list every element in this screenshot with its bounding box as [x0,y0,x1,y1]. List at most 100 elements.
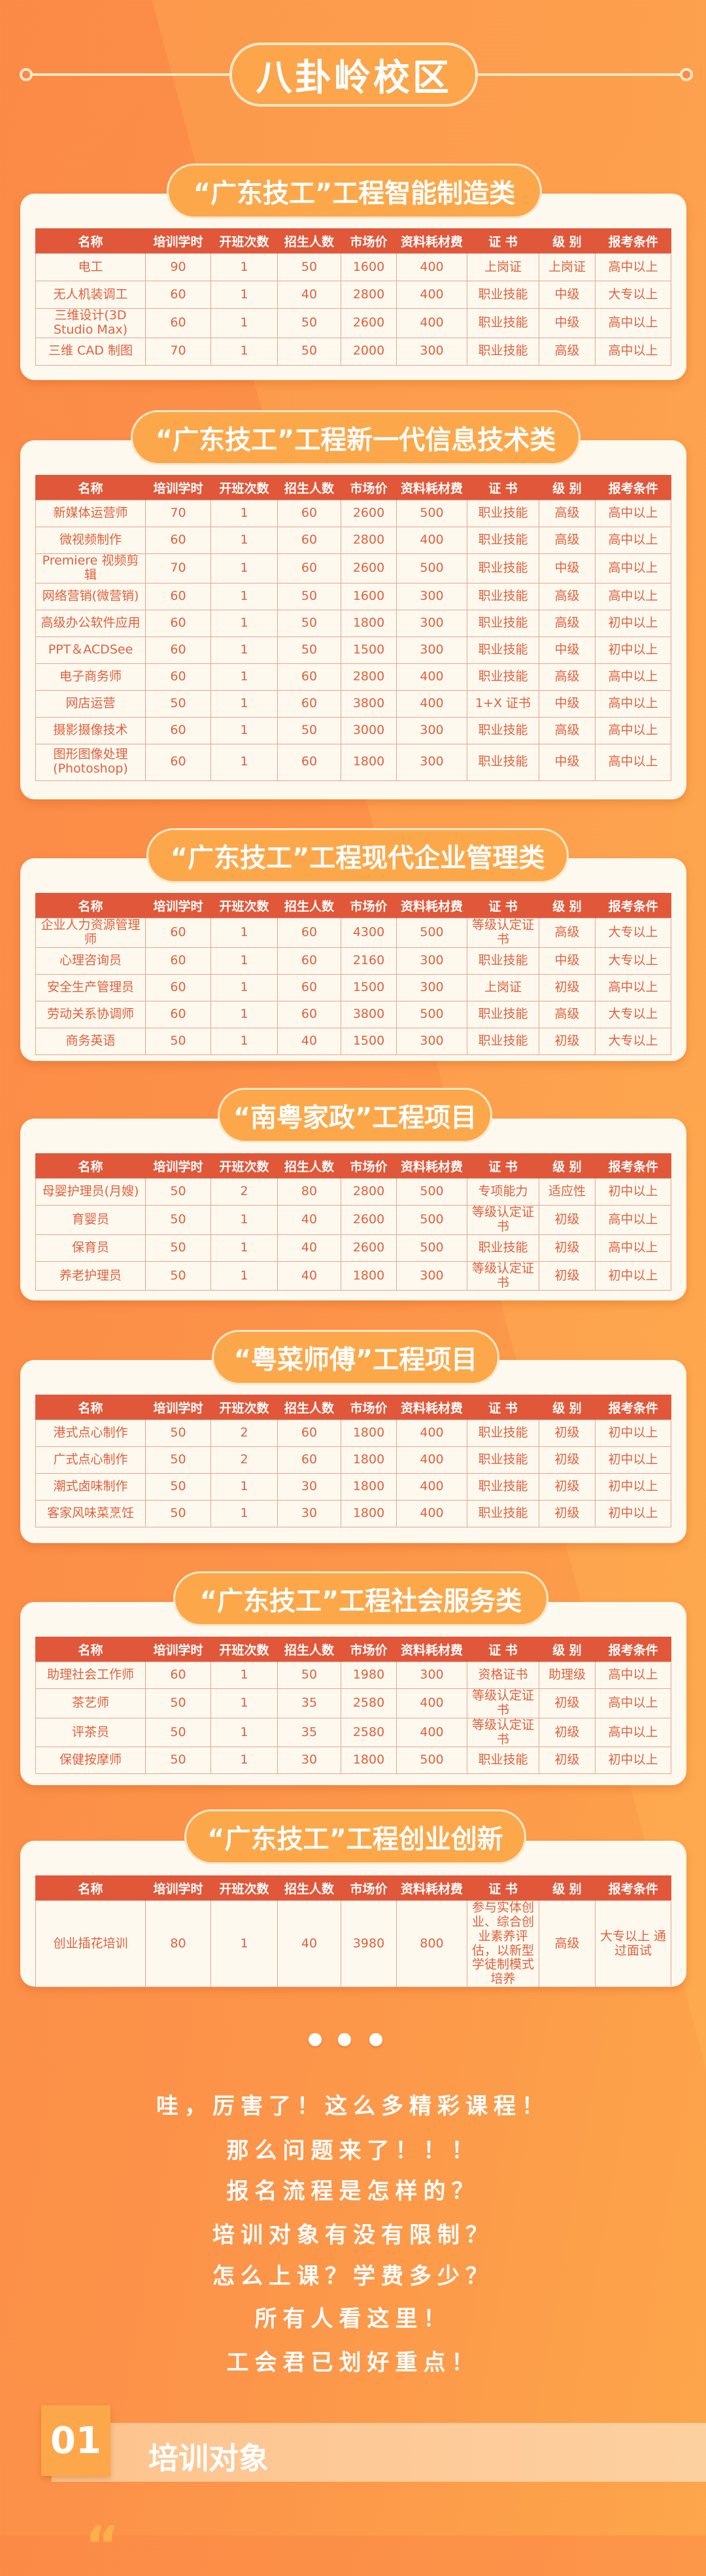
table-cell: 1 [210,689,278,718]
table-cell: 500 [396,918,467,948]
table-cell: 500 [396,553,467,583]
table-row: 助理社会工作师 60 1 50 1980 300 资格证书 助理级 高中以上 [35,1662,671,1689]
table-cell: 养老护理员 [35,1261,146,1291]
table-cell: 高中以上 [595,743,671,781]
table-cell: 职业技能 [467,1027,539,1055]
table-cell: 1 [210,743,278,781]
table-cell: 参与实体创业、综合创业素养评估，以新型学徒制模式培养 [467,1900,539,1988]
table-cell: 初级 [539,1747,596,1775]
column-header: 市场价 [341,228,397,254]
table-cell: 60 [145,636,211,664]
table-cell: 60 [277,553,341,583]
table-cell: 职业技能 [467,663,539,691]
table-cell: 电子商务师 [35,663,146,691]
table-cell: 上岗证 [467,253,539,281]
table-cell: 60 [277,973,341,1001]
promo-line: 报名流程是怎样的？ [226,2178,480,2204]
table-cell: 安全生产管理员 [35,973,146,1001]
column-header: 报考条件 [595,1875,671,1901]
table-cell: 职业技能 [467,582,539,610]
table-row: 茶艺师 50 1 35 2580 400 等级认定证书 初级 高中以上 [35,1688,671,1718]
table-cell: 300 [396,1027,467,1055]
table-cell: 1 [210,553,278,583]
table-cell: 40 [277,1900,341,1988]
table-cell: 高中以上 [595,1234,671,1262]
table-cell: 60 [277,500,341,527]
table-cell: 大专以上 通过面试 [595,1900,671,1988]
table-row: 电子商务师 60 1 60 2800 400 职业技能 高级 高中以上 [35,663,671,691]
column-header: 报考条件 [595,893,671,918]
table-cell: 1 [210,609,278,637]
column-header: 报考条件 [595,228,671,254]
column-header: 市场价 [341,1875,397,1901]
table-cell: 1800 [341,1747,397,1775]
table-cell: 初中以上 [595,1261,671,1291]
table-header-row: 名称 培训学时 开班次数 招生人数 市场价 资料耗材费证 书级 别报考条件 [35,893,671,918]
column-header: 名称 [35,1875,146,1901]
table-cell: 400 [396,1446,467,1474]
table-cell: 职业技能 [467,500,539,527]
section-title-pill: “广东技工”工程智能制造类 [167,164,542,218]
table-cell: 大专以上 [595,947,671,975]
table-header-row: 名称 培训学时 开班次数 招生人数 市场价 资料耗材费证 书级 别报考条件 [35,1395,671,1420]
table-cell: 大专以上 [595,918,671,948]
table-cell: 300 [396,947,467,975]
table-cell: 高中以上 [595,663,671,691]
table-cell: 300 [396,337,467,366]
table-row: 电工 90 1 50 1600 400 上岗证 上岗证 高中以上 [35,253,671,281]
table-cell: 60 [145,663,211,691]
column-header: 级 别 [539,1395,596,1420]
column-header: 资料耗材费 [396,1875,467,1901]
table-cell: 高中以上 [595,689,671,718]
table-cell: 初中以上 [595,1473,671,1501]
column-header: 培训学时 [145,893,211,918]
table-cell: 400 [396,253,467,281]
course-table-card: 名称 培训学时 开班次数 招生人数 市场价 资料耗材费证 书级 别报考条件 企业人力资源管理… [20,858,686,1061]
table-row: 母婴护理员(月嫂) 50 2 80 2800 500 专项能力 适应性 初中以上 [35,1178,671,1206]
table-cell: 中级 [539,636,596,664]
table-cell: 1 [210,1234,278,1262]
table-cell: 大专以上 [595,281,671,309]
column-header: 开班次数 [210,1153,278,1179]
section-number: 01 [41,2405,110,2476]
table-cell: 高级 [539,663,596,691]
table-cell: 高中以上 [595,308,671,338]
table-row: 劳动关系协调师 60 1 60 3800 500 职业技能 高级 大专以上 [35,1000,671,1028]
table-cell: 50 [145,1747,211,1775]
table-cell: 三维设计(3D Studio Max) [35,308,146,338]
table-cell: 职业技能 [467,716,539,744]
table-cell: 职业技能 [467,308,539,338]
table-cell: 创业插花培训 [35,1900,146,1988]
table-row: 三维 CAD 制图 70 1 50 2000 300 职业技能 高级 高中以上 [35,337,671,366]
column-header: 名称 [35,1395,146,1420]
course-table-card: 名称 培训学时 开班次数 招生人数 市场价 资料耗材费证 书级 别报考条件 电工 90 1 50 1… [20,194,686,380]
table-cell: 400 [396,281,467,309]
promo-line: 工会君已划好重点！ [226,2350,480,2376]
table-cell: 1 [210,918,278,948]
table-cell: 1 [210,1027,278,1055]
table-cell: 300 [396,636,467,664]
table-cell: 60 [145,947,211,975]
table-cell: 大专以上 [595,1000,671,1028]
column-header: 名称 [35,475,146,500]
table-cell: 高级 [539,500,596,527]
table-cell: 初级 [539,1688,596,1718]
table-cell: 1600 [341,582,397,610]
table-cell: 30 [277,1473,341,1501]
table-row: 新媒体运营师 70 1 60 2600 500 职业技能 高级 高中以上 [35,500,671,527]
table-cell: 保育员 [35,1234,146,1262]
table-row: 图形图像处理 (Photoshop) 60 1 60 1800 300 职业技能 中级 高中以上 [35,743,671,781]
table-cell: 1 [210,1900,278,1988]
table-cell: 初级 [539,1446,596,1474]
table-cell: 400 [396,1717,467,1748]
table-cell: 500 [396,500,467,527]
section-title-pill: “广东技工”工程新一代信息技术类 [131,410,580,465]
promo-line: 哇，厉害了！这么多精彩课程！ [156,2093,550,2119]
table-cell: 35 [277,1717,341,1748]
column-header: 证 书 [467,228,539,254]
column-header: 招生人数 [277,1153,341,1179]
column-header: 市场价 [341,1637,397,1662]
table-cell: 60 [277,1000,341,1028]
table-cell: 500 [396,1205,467,1235]
table-cell: 50 [145,1473,211,1501]
